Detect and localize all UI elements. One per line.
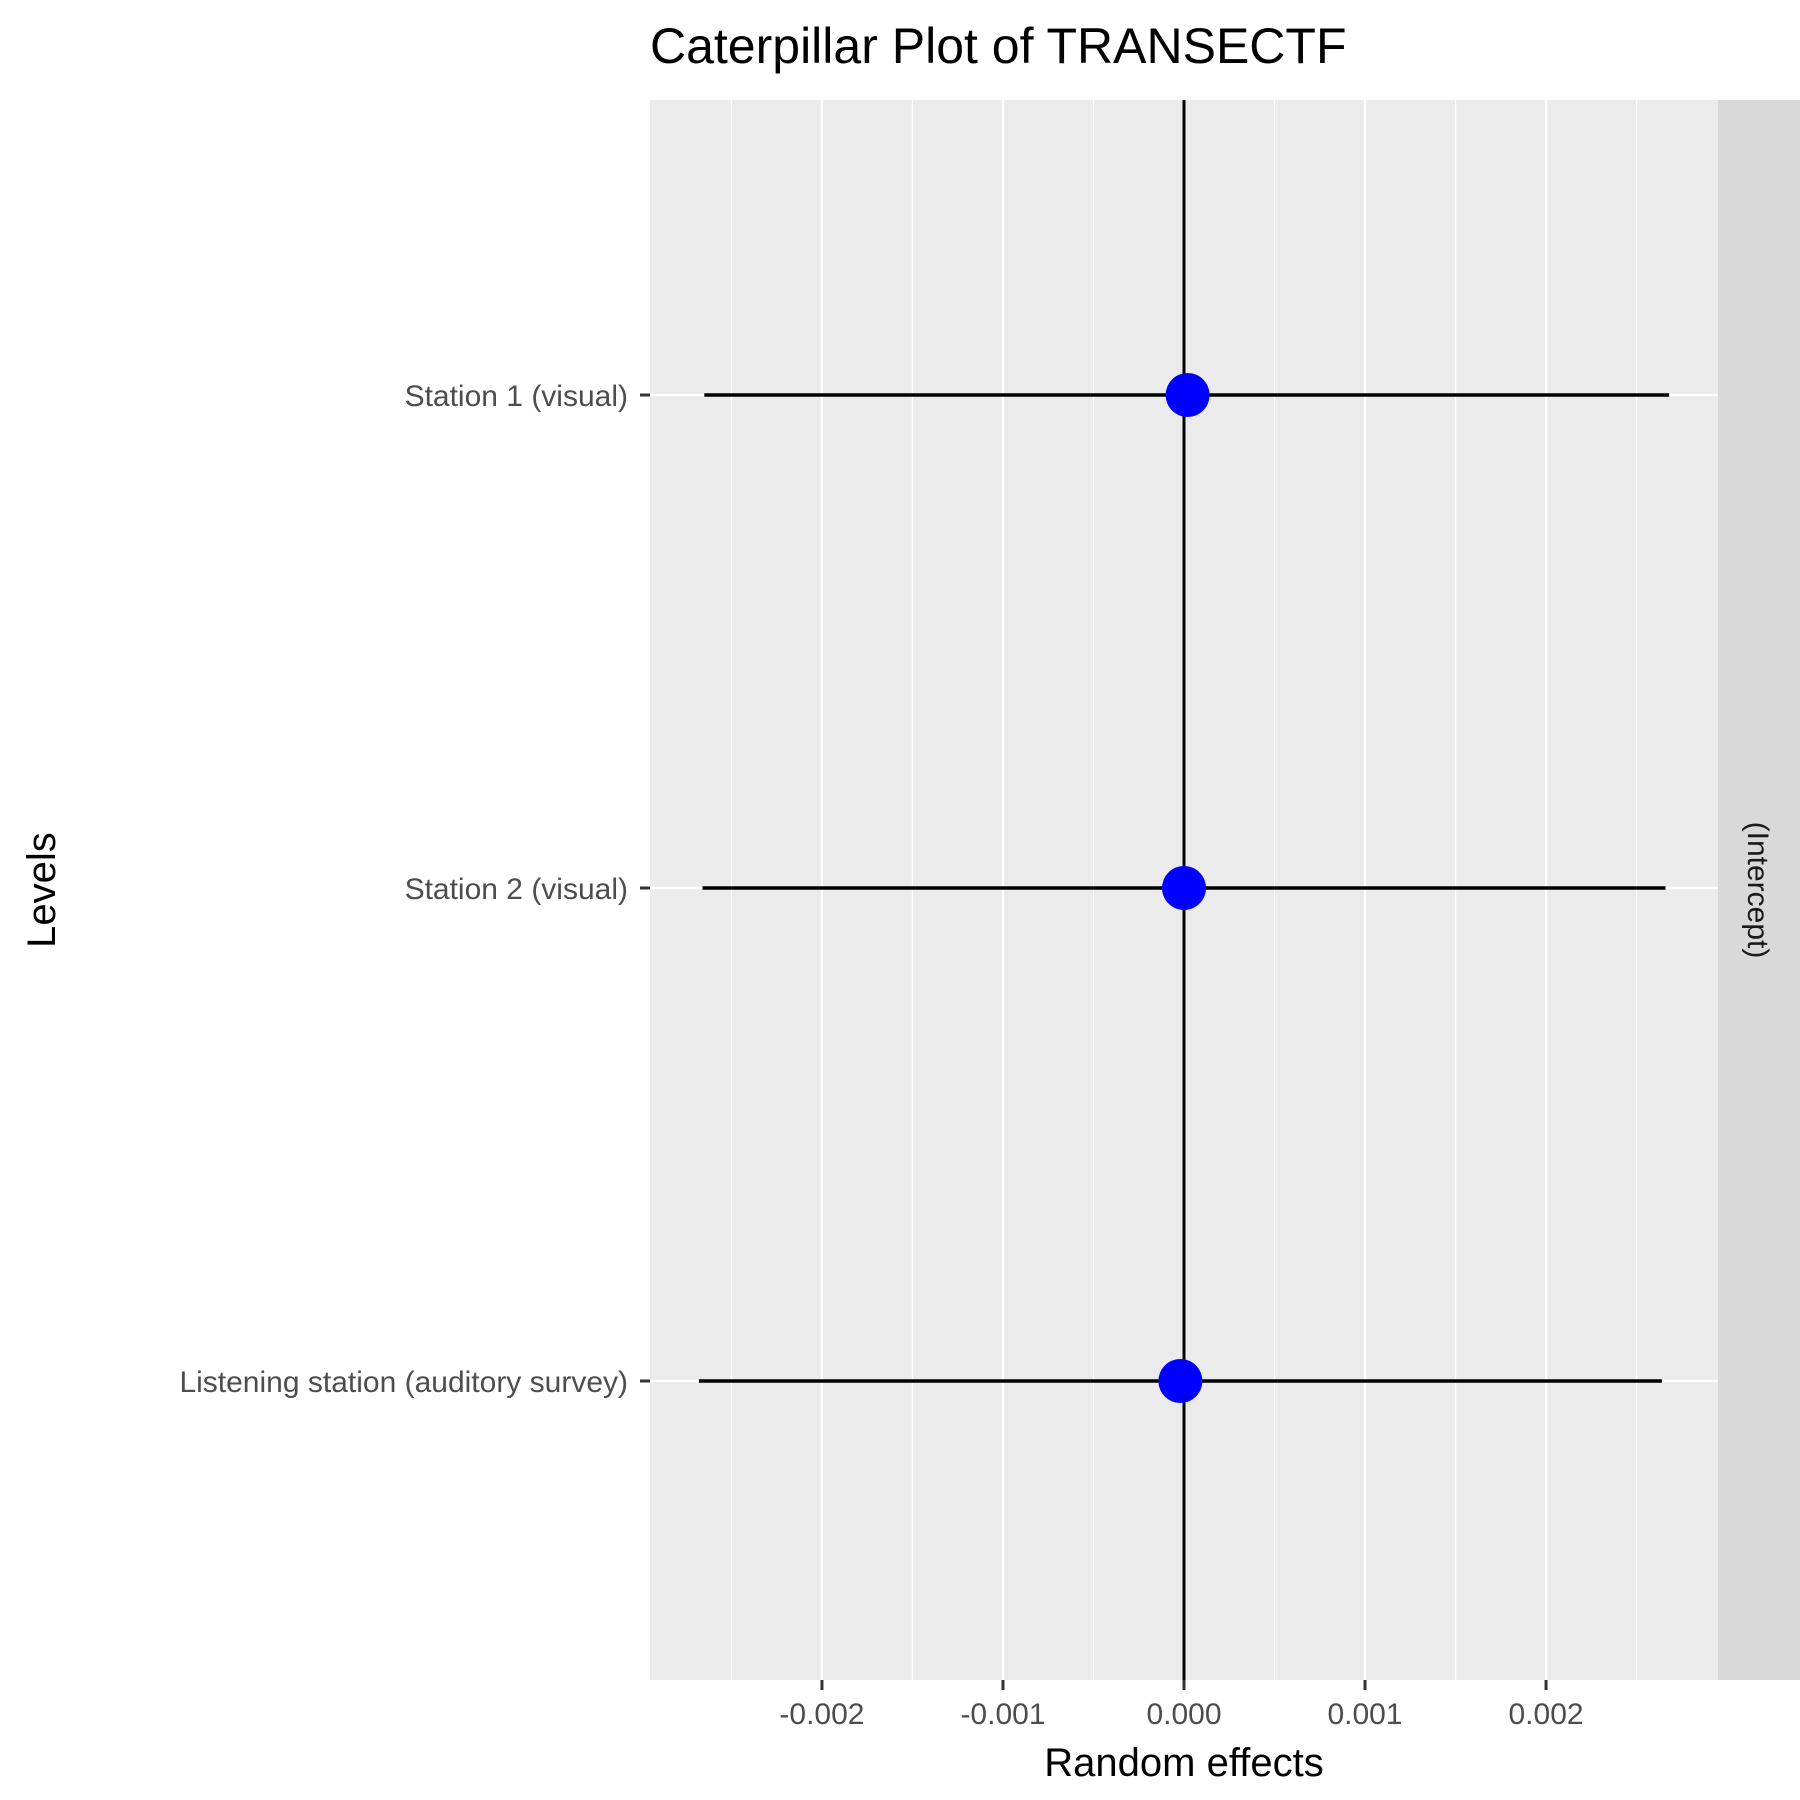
y-axis-title: Levels [20,832,64,948]
x-axis-title: Random effects [1044,1741,1323,1785]
minor-grid [730,100,1638,1680]
x-axis: -0.002 -0.001 0.000 0.001 0.002 [779,1680,1584,1731]
estimate-point [1158,1359,1203,1403]
x-tick-label: 0.001 [1327,1698,1402,1731]
x-tick-label: -0.001 [960,1698,1045,1731]
y-tick-label: Station 2 (visual) [405,873,628,906]
y-tick-label: Listening station (auditory survey) [179,1366,628,1399]
x-tick-label: 0.000 [1146,1698,1221,1731]
chart-title: Caterpillar Plot of TRANSECTF [650,18,1346,74]
estimate-point [1165,373,1210,417]
chart-marks [698,100,1670,1680]
facet-strip [1718,100,1800,1680]
x-tick-label: -0.002 [779,1698,864,1731]
y-axis: Station 1 (visual) Station 2 (visual) List… [179,380,650,1399]
facet-strip-label: (Intercept) [1741,822,1774,959]
estimate-point [1162,866,1206,910]
y-tick-label: Station 1 (visual) [405,380,628,413]
x-tick-label: 0.002 [1508,1698,1583,1731]
